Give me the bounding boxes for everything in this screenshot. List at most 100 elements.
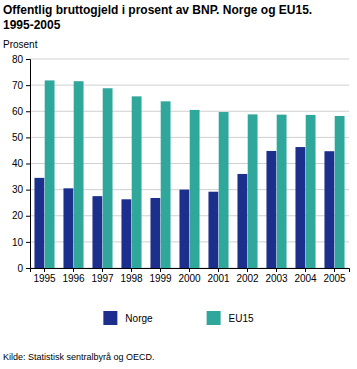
- y-tick-label: 20: [12, 210, 24, 221]
- bar: [63, 188, 73, 268]
- y-tick-mark: [26, 59, 30, 60]
- x-tick-mark: [44, 268, 45, 272]
- x-tick-mark: [218, 268, 219, 272]
- y-tick-mark: [26, 216, 30, 217]
- y-tick: 50: [12, 132, 30, 143]
- legend-item: EU15: [207, 311, 254, 325]
- y-tick: 60: [12, 106, 30, 117]
- bar: [179, 190, 189, 268]
- y-tick-mark: [26, 268, 30, 269]
- source: Kilde: Statistisk sentralbyrå og OECD.: [3, 352, 155, 362]
- x-axis: 1995 1996 1997 1998 1999 2000 2001 2002 2003 2004…: [31, 268, 350, 284]
- bar: [208, 192, 218, 268]
- bar: [45, 80, 55, 268]
- y-tick-mark: [26, 137, 30, 138]
- bar: [74, 81, 84, 268]
- y-tick-label: 10: [12, 237, 24, 248]
- x-tick-label: 1995: [33, 273, 56, 284]
- x-tick: 1998: [120, 268, 143, 284]
- legend-swatch: [103, 311, 117, 325]
- y-tick-label: 70: [12, 80, 24, 91]
- y-tick: 10: [12, 237, 30, 248]
- y-tick: 80: [12, 54, 30, 65]
- x-tick-label: 1999: [149, 273, 172, 284]
- legend-swatch: [207, 311, 221, 325]
- y-tick-label: 40: [12, 158, 24, 169]
- y-tick: 40: [12, 158, 30, 169]
- bar: [295, 147, 305, 268]
- y-tick: 0: [17, 263, 30, 274]
- x-tick-mark: [102, 268, 103, 272]
- x-tick: 2002: [236, 268, 259, 284]
- y-tick: 70: [12, 80, 30, 91]
- x-tick: 1999: [149, 268, 172, 284]
- bar: [150, 198, 160, 268]
- y-tick-mark: [26, 164, 30, 165]
- bar: [266, 151, 276, 268]
- x-tick: 2000: [178, 268, 201, 284]
- bar: [34, 178, 44, 268]
- bar: [103, 88, 113, 268]
- bar: [277, 115, 287, 268]
- legend: Norge EU15: [103, 311, 254, 325]
- x-tick-label: 2003: [265, 273, 288, 284]
- x-tick-label: 2001: [207, 273, 230, 284]
- x-tick: 1995: [33, 268, 56, 284]
- legend-label: Norge: [125, 313, 153, 324]
- y-axis-line: [26, 60, 31, 269]
- bar: [219, 112, 229, 268]
- bar: [132, 96, 142, 268]
- x-tick-label: 2005: [323, 273, 346, 284]
- legend-label: EU15: [229, 313, 254, 324]
- x-tick-mark: [334, 268, 335, 272]
- y-tick: 20: [12, 210, 30, 221]
- x-tick-mark: [276, 268, 277, 272]
- y-tick-mark: [26, 242, 30, 243]
- x-tick-label: 1996: [62, 273, 85, 284]
- bar: [335, 116, 345, 268]
- y-tick-label: 30: [12, 184, 24, 195]
- x-tick-label: 2000: [178, 273, 201, 284]
- x-tick-label: 2002: [236, 273, 259, 284]
- y-axis-label: Prosent: [3, 39, 38, 50]
- grid: [30, 59, 349, 268]
- title: Offentlig bruttogjeld i prosent av BNP. …: [3, 3, 312, 32]
- x-tick: 2003: [265, 268, 288, 284]
- bar: [92, 196, 102, 268]
- bars: [34, 80, 344, 268]
- y-axis: 0 10 20 30 40 50 60 70 80: [12, 54, 31, 274]
- y-tick-label: 60: [12, 106, 24, 117]
- x-tick-mark: [247, 268, 248, 272]
- y-tick-label: 0: [17, 263, 23, 274]
- x-tick: 1996: [62, 268, 85, 284]
- bar: [306, 115, 316, 268]
- x-tick-mark: [160, 268, 161, 272]
- x-tick: 1997: [91, 268, 114, 284]
- x-tick-mark: [131, 268, 132, 272]
- chart: Offentlig bruttogjeld i prosent av BNP. …: [0, 0, 357, 369]
- y-tick-mark: [26, 111, 30, 112]
- bar: [121, 199, 131, 268]
- x-tick-mark: [305, 268, 306, 272]
- x-tick: 2001: [207, 268, 230, 284]
- y-tick-label: 80: [12, 54, 24, 65]
- bar: [190, 110, 200, 268]
- y-tick-mark: [26, 85, 30, 86]
- y-tick-mark: [26, 190, 30, 191]
- x-tick-label: 1998: [120, 273, 143, 284]
- x-tick: 2005: [323, 268, 346, 284]
- grid-line: [30, 59, 349, 60]
- bar: [237, 174, 247, 268]
- x-tick-label: 2004: [294, 273, 317, 284]
- plot: 0 10 20 30 40 50 60 70 80 1995 1996 1997 1998 1999 200…: [12, 54, 350, 284]
- legend-item: Norge: [103, 311, 153, 325]
- bar: [161, 101, 171, 268]
- y-tick-label: 50: [12, 132, 24, 143]
- bar: [324, 151, 334, 268]
- x-tick-mark: [73, 268, 74, 272]
- bar: [248, 114, 258, 268]
- x-tick-label: 1997: [91, 273, 114, 284]
- x-axis-line: [31, 269, 350, 273]
- x-tick: 2004: [294, 268, 317, 284]
- series: [45, 80, 345, 268]
